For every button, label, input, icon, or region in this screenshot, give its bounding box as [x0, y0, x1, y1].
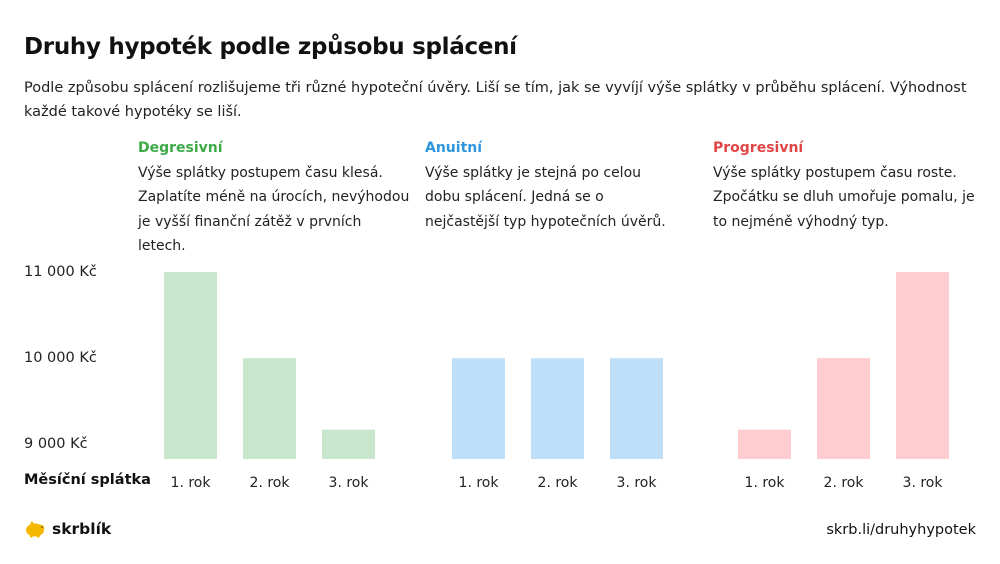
x-tick-label: 2. rok: [538, 475, 579, 491]
brand-logo: skrblík: [24, 520, 111, 538]
x-tick-label: 1. rok: [459, 475, 500, 491]
x-tick-label: 3. rok: [903, 475, 944, 491]
x-tick-label: 3. rok: [329, 475, 370, 491]
bar: [738, 429, 791, 459]
column-title: Anuitní: [425, 140, 483, 156]
source-url: skrb.li/druhyhypotek: [826, 522, 976, 538]
bar: [452, 358, 505, 459]
column-anuitni: Anuitní Výše splátky je stejná po celou …: [425, 136, 680, 234]
bar: [531, 358, 584, 459]
piggy-bank-icon: [26, 521, 45, 538]
x-tick-label: 3. rok: [617, 475, 658, 491]
column-degresivni: Degresivní Výše splátky postupem času kl…: [138, 136, 413, 259]
brand-name: skrblík: [52, 520, 112, 538]
bar: [817, 358, 870, 459]
y-tick-label: 10 000 Kč: [24, 350, 97, 367]
column-title: Degresivní: [138, 140, 223, 156]
bar: [164, 272, 217, 459]
bar: [322, 429, 375, 459]
y-tick-label: 9 000 Kč: [24, 436, 88, 453]
x-tick-label: 2. rok: [824, 475, 865, 491]
x-tick-label: 1. rok: [171, 475, 212, 491]
column-title: Progresivní: [713, 140, 804, 156]
column-description: Výše splátky postupem času klesá. Zaplat…: [138, 164, 410, 255]
column-progresivni: Progresivní Výše splátky postupem času r…: [713, 136, 975, 234]
column-description: Výše splátky je stejná po celou dobu spl…: [425, 164, 666, 230]
bar: [896, 272, 949, 459]
x-tick-label: 2. rok: [250, 475, 291, 491]
x-tick-label: 1. rok: [745, 475, 786, 491]
y-tick-label: 11 000 Kč: [24, 264, 97, 280]
bar: [243, 358, 296, 459]
bar: [610, 358, 663, 459]
row-label: Měsíční splátka: [24, 472, 151, 488]
column-description: Výše splátky postupem času roste. Zpočát…: [713, 164, 975, 230]
page-title: Druhy hypoték podle způsobu splácení: [24, 34, 517, 60]
intro-text: Podle způsobu splácení rozlišujeme tři r…: [24, 80, 967, 120]
